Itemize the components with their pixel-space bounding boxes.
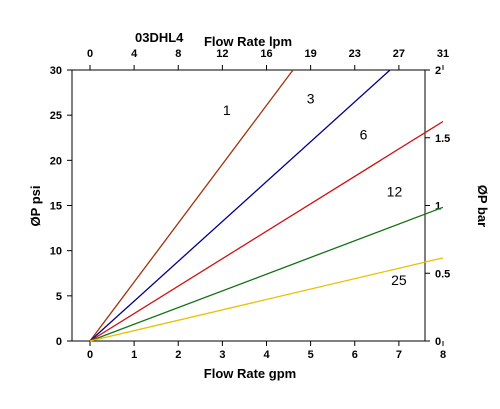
x-tick-label: 5 <box>308 349 314 361</box>
series-line-3 <box>89 69 391 342</box>
plot-frame <box>71 69 426 342</box>
x2-tick-label: 27 <box>393 48 405 60</box>
x2-tick-label: 8 <box>175 48 181 60</box>
y-tick-label: 0 <box>56 336 62 348</box>
y2-tick-label: 0 <box>435 336 441 348</box>
series-label-3: 3 <box>307 90 315 106</box>
y-tick-label: 25 <box>50 110 62 122</box>
x-tick-label: 2 <box>175 349 181 361</box>
series-label-6: 6 <box>360 127 368 143</box>
bottom-axis-title: Flow Rate gpm <box>204 366 296 381</box>
y-tick-label: 20 <box>50 155 62 167</box>
series-line-1 <box>89 69 294 342</box>
x-tick-label: 4 <box>263 349 270 361</box>
y-tick-label: 5 <box>56 291 62 303</box>
y2-tick-label: 0.5 <box>435 268 450 280</box>
x2-tick-label: 31 <box>437 48 449 60</box>
series-line-12 <box>89 206 444 342</box>
series-label-1: 1 <box>223 102 231 118</box>
x2-tick-label: 16 <box>260 48 272 60</box>
x-tick-label: 1 <box>131 349 137 361</box>
x2-tick-label: 19 <box>305 48 317 60</box>
y2-tick-label: 1 <box>435 201 441 213</box>
y2-tick-label: 2 <box>435 65 441 77</box>
x-tick-label: 6 <box>352 349 358 361</box>
y2-tick-label: 1.5 <box>435 133 450 145</box>
left-axis-title: ØP psi <box>28 186 43 227</box>
x2-tick-label: 23 <box>349 48 361 60</box>
series-label-25: 25 <box>391 272 407 288</box>
x-tick-label: 3 <box>219 349 225 361</box>
y-tick-label: 30 <box>50 65 62 77</box>
series-line-25 <box>89 257 444 342</box>
series-label-12: 12 <box>387 183 403 199</box>
right-axis-title: ØP bar <box>475 185 490 227</box>
x-tick-label: 0 <box>87 349 93 361</box>
series-line-6 <box>89 120 444 342</box>
y-tick-label: 10 <box>50 246 62 258</box>
x2-tick-label: 12 <box>216 48 228 60</box>
top-axis-title: Flow Rate lpm <box>204 34 292 49</box>
x-tick-label: 7 <box>396 349 402 361</box>
y-tick-label: 15 <box>50 201 62 213</box>
x2-tick-label: 4 <box>131 48 138 60</box>
chart-header-code: 03DHL4 <box>135 30 184 45</box>
x2-tick-label: 0 <box>87 48 93 60</box>
x-tick-label: 8 <box>440 349 446 361</box>
